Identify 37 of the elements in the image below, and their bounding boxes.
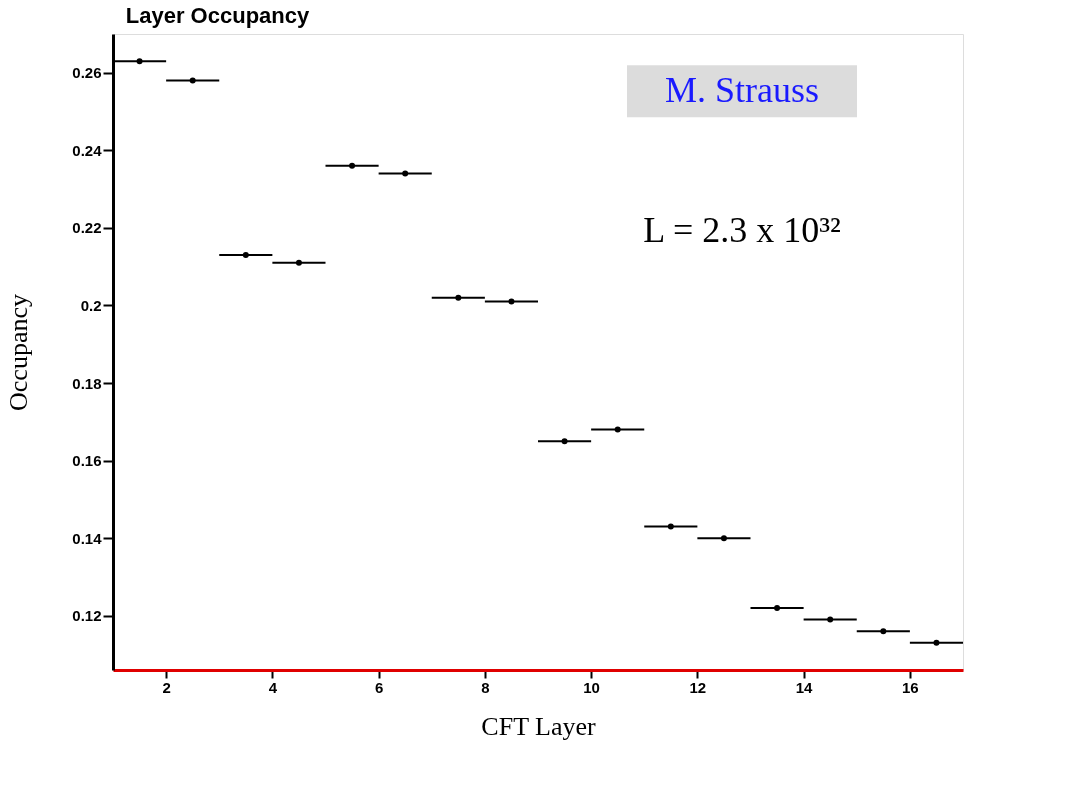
point — [402, 170, 409, 177]
point — [136, 58, 143, 65]
y-tick-label: 0.26 — [72, 64, 102, 82]
point — [295, 259, 302, 266]
y-tick-label: 0.16 — [72, 452, 102, 470]
x-tick-label: 8 — [481, 678, 490, 696]
point — [508, 298, 515, 305]
point — [189, 77, 196, 84]
annotation: L = 2.3 x 10³² — [643, 210, 841, 251]
annotation: M. Strauss — [664, 70, 820, 111]
point — [242, 252, 249, 259]
y-tick-label: 0.2 — [80, 296, 102, 314]
x-axis-title: CFT Layer — [481, 711, 596, 741]
y-tick-label: 0.22 — [72, 219, 102, 237]
chart-title: Layer Occupancy — [125, 3, 310, 28]
point — [880, 628, 887, 635]
point — [349, 162, 356, 169]
point — [827, 616, 834, 623]
point — [667, 523, 674, 530]
y-tick-label: 0.12 — [72, 607, 102, 625]
y-tick-label: 0.24 — [72, 141, 103, 159]
point — [720, 535, 727, 542]
x-tick-label: 6 — [374, 678, 384, 696]
y-tick-label: 0.14 — [72, 529, 103, 547]
point — [933, 639, 940, 646]
point — [561, 438, 568, 445]
x-tick-label: 14 — [795, 678, 814, 696]
x-tick-label: 10 — [583, 678, 600, 696]
x-tick-label: 12 — [689, 678, 707, 696]
point — [455, 294, 462, 301]
y-axis-title: Occupancy — [4, 294, 34, 411]
x-tick-label: 2 — [162, 678, 171, 696]
x-tick-label: 4 — [268, 678, 278, 696]
y-tick-label: 0.18 — [72, 374, 102, 392]
point — [774, 604, 781, 611]
x-tick-label: 16 — [902, 678, 919, 696]
point — [614, 426, 621, 433]
